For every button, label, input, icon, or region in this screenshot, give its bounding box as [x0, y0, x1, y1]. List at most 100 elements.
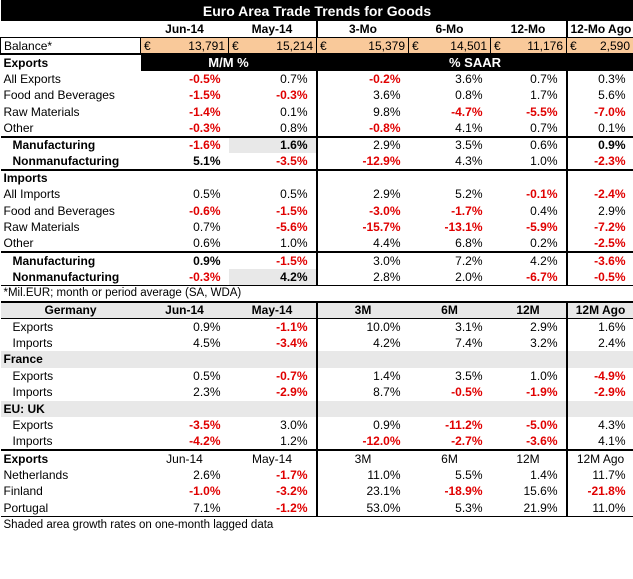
- value-cell: 11.7%: [565, 466, 633, 483]
- column-header: 3-Mo: [315, 21, 409, 38]
- column-header: 12M: [490, 300, 567, 319]
- empty-cell: [228, 351, 317, 368]
- value-cell: 4.2%: [228, 268, 317, 285]
- balance-number: 13,791: [188, 38, 225, 53]
- table-row: Jun-14 May-14 3-Mo 6-Mo 12-Mo 12-Mo Ago: [0, 21, 633, 38]
- value-cell: -0.3%: [189, 120, 221, 135]
- value-cell: -12.9%: [315, 153, 409, 170]
- column-header: 3M: [315, 300, 409, 319]
- value-cell: -0.5%: [565, 268, 633, 285]
- value-cell: 15.6%: [523, 484, 558, 499]
- value-cell: 0.1%: [280, 104, 308, 119]
- value-cell: 3.0%: [280, 418, 308, 433]
- trade-table: Euro Area Trade Trends for Goods Jun-14 M…: [0, 0, 633, 533]
- table-row: Other 0.6% 1.0% 4.4% 6.8% 0.2% -2.5%: [1, 235, 633, 252]
- currency-symbol: €: [320, 38, 327, 53]
- column-header: 12-Mo Ago: [565, 21, 633, 38]
- column-header: Jun-14: [140, 300, 229, 319]
- empty-cell: [315, 351, 409, 368]
- empty-cell: [315, 168, 409, 186]
- value-cell: -15.7%: [315, 219, 409, 236]
- table-row: Imports: [0, 168, 633, 186]
- value-cell: 7.1%: [193, 500, 221, 515]
- value-cell: 1.4%: [315, 367, 409, 384]
- value-cell: 0.9%: [193, 319, 221, 334]
- value-cell: -5.6%: [276, 220, 308, 235]
- value-cell: -12.0%: [315, 433, 409, 450]
- value-cell: -1.7%: [451, 203, 483, 218]
- value-cell: 9.8%: [315, 103, 409, 120]
- value-cell: -0.5%: [451, 385, 483, 400]
- table-row: Imports -4.2% 1.2% -12.0% -2.7% -3.6% 4.1%: [1, 433, 633, 450]
- balance-value: €14,501: [408, 37, 491, 55]
- row-label: Nonmanufacturing: [12, 153, 120, 168]
- value-cell: 3.5%: [408, 135, 491, 153]
- balance-number: 15,379: [368, 38, 405, 53]
- value-cell: -0.6%: [189, 203, 221, 218]
- value-cell: -3.2%: [276, 484, 308, 499]
- value-cell: 0.1%: [565, 120, 633, 137]
- table-row: Manufacturing 0.9% -1.5% 3.0% 7.2% 4.2% -3.6%: [0, 251, 633, 269]
- table-row: Germany Jun-14 May-14 3M 6M 12M 12M Ago: [0, 300, 633, 319]
- balance-value: €11,176: [490, 37, 567, 55]
- value-cell: 2.0%: [455, 269, 483, 284]
- empty-cell: [490, 351, 567, 368]
- column-header: Jun-14: [140, 449, 229, 467]
- row-label: Manufacturing: [0, 251, 141, 269]
- value-cell: 5.2%: [455, 187, 483, 202]
- value-cell: -0.7%: [276, 368, 308, 383]
- value-cell: 0.2%: [530, 236, 558, 251]
- value-cell: 4.4%: [315, 235, 409, 252]
- balance-value: €15,379: [316, 37, 409, 55]
- table-row: Exports M/M %% SAAR: [0, 53, 633, 71]
- column-header: May-14: [228, 300, 317, 319]
- column-header: 12-Mo: [490, 21, 567, 38]
- footnote: Shaded area growth rates on one-month la…: [0, 515, 633, 533]
- value-cell: 0.7%: [280, 71, 308, 86]
- value-cell: 4.1%: [455, 120, 483, 135]
- column-header: 6M: [408, 449, 491, 467]
- value-cell: 53.0%: [315, 499, 409, 516]
- column-header: May-14: [228, 449, 317, 467]
- value-cell: 1.4%: [530, 467, 558, 482]
- table-row: Food and Beverages -0.6% -1.5% -3.0% -1.7% 0.…: [1, 202, 633, 219]
- empty-cell: [408, 400, 491, 417]
- value-cell: 7.4%: [455, 335, 483, 350]
- value-cell: 1.0%: [530, 368, 558, 383]
- value-cell: -2.9%: [276, 385, 308, 400]
- value-cell: 1.6%: [228, 135, 317, 153]
- value-cell: -4.9%: [565, 367, 633, 384]
- table-row: EU: UK: [0, 400, 633, 417]
- column-header: 12M Ago: [565, 449, 633, 467]
- balance-number: 15,214: [276, 38, 313, 53]
- value-cell: -6.7%: [526, 269, 558, 284]
- row-label: Exports: [12, 418, 54, 433]
- row-label: Raw Materials: [3, 104, 80, 119]
- value-cell: 2.9%: [315, 186, 409, 203]
- value-cell: 7.2%: [408, 251, 491, 269]
- value-cell: -0.2%: [315, 70, 409, 87]
- value-cell: 1.7%: [530, 88, 558, 103]
- table-row: Raw Materials -1.4% 0.1% 9.8% -4.7% -5.5% -7.0…: [1, 103, 633, 120]
- value-cell: -11.2%: [445, 418, 483, 433]
- table-row: Imports 2.3% -2.9% 8.7% -0.5% -1.9% -2.9%: [1, 384, 633, 401]
- table-row: Portugal 7.1% -1.2% 53.0% 5.3% 21.9% 11.0%: [1, 499, 633, 516]
- table-row: Nonmanufacturing 5.1% -3.5% -12.9% 4.3% 1.0% -…: [1, 153, 633, 170]
- value-cell: -0.3%: [189, 269, 221, 284]
- value-cell: -21.8%: [565, 483, 633, 500]
- row-label: Other: [3, 120, 34, 135]
- value-cell: -5.0%: [526, 418, 558, 433]
- balance-value: €13,791: [140, 37, 229, 55]
- row-label: Raw Materials: [3, 220, 80, 235]
- value-cell: 4.2%: [315, 334, 409, 351]
- currency-symbol: €: [412, 38, 419, 53]
- row-label: Other: [3, 236, 34, 251]
- value-cell: 3.5%: [455, 368, 483, 383]
- balance-label: Balance*: [0, 37, 141, 55]
- value-cell: 4.5%: [193, 335, 221, 350]
- table-row: France: [0, 351, 633, 368]
- value-cell: -0.8%: [315, 120, 409, 137]
- value-cell: -1.9%: [526, 385, 558, 400]
- table-row: All Imports 0.5% 0.5% 2.9% 5.2% -0.1% -2.4%: [1, 186, 633, 203]
- value-cell: 11.0%: [565, 499, 633, 516]
